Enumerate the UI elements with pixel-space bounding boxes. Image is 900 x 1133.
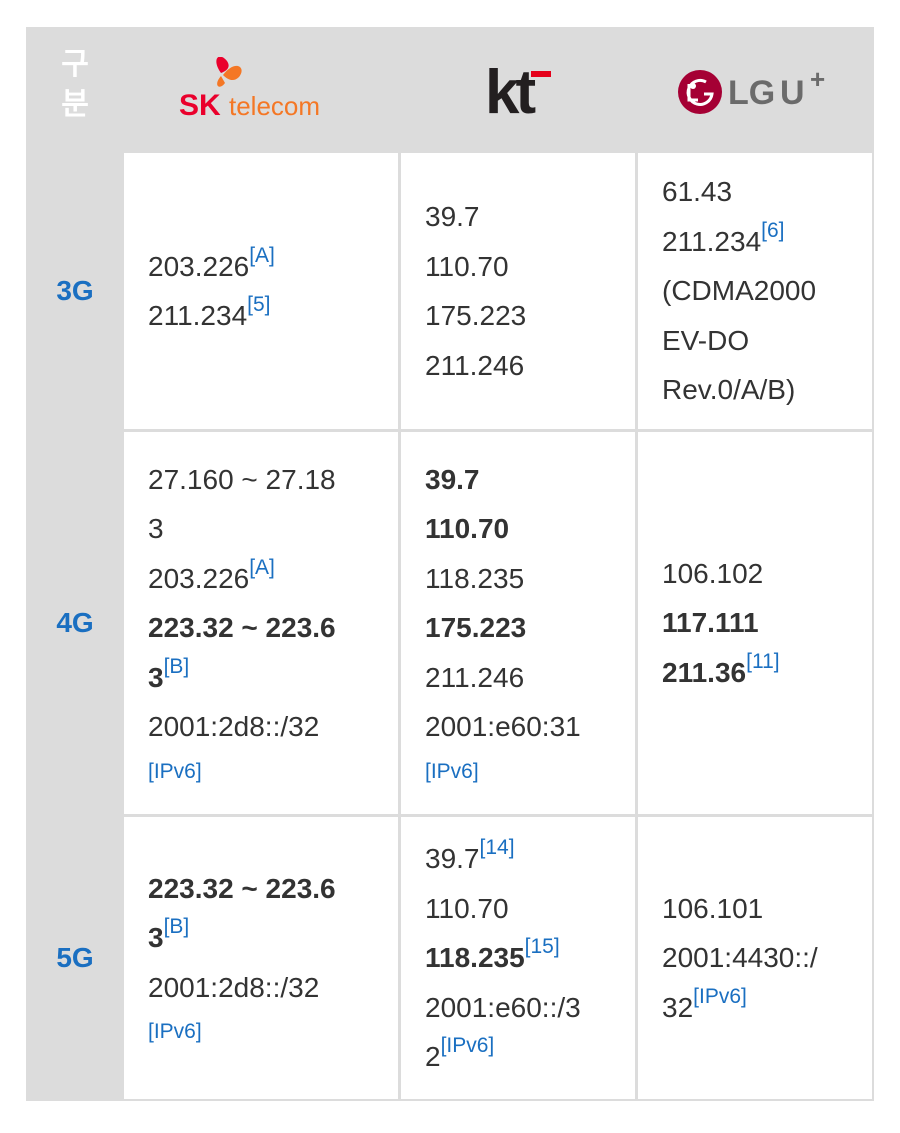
sk-butterfly-icon: SK telecom — [179, 57, 320, 122]
list-item: 106.102 — [662, 557, 764, 589]
header-gubun-char: 구 — [61, 48, 89, 81]
list-item: 106.101 — [662, 892, 764, 924]
list-item: 2001:2d8::/32 — [148, 711, 320, 742]
list-item: 32[IPv6] — [662, 984, 747, 1023]
footnote-link[interactable]: [IPv6] — [425, 759, 479, 783]
list-item: EV-DO — [662, 324, 750, 356]
list-item: 211.36[11] — [662, 649, 780, 688]
table-header: 구 분 SK telecom kt — [26, 27, 874, 153]
footnote-link[interactable]: [A] — [249, 243, 275, 267]
list-item: 39.7 — [425, 463, 480, 495]
footnote-link[interactable]: [IPv6] — [440, 1034, 495, 1058]
telecom-logo-text: telecom — [229, 91, 320, 121]
cell-4g-skt: 27.160 ~ 27.18 3 203.226[A] 223.32 ~ 223… — [124, 432, 398, 814]
list-item: 175.223 — [425, 300, 527, 331]
list-item: 2[IPv6] — [425, 1034, 495, 1073]
footnote-link[interactable]: [5] — [247, 293, 271, 316]
list-item: 211.234[5] — [148, 293, 271, 331]
cell-5g-lgu: 106.101 2001:4430::/ 32[IPv6] — [638, 817, 872, 1099]
list-item: 2001:e60::/3 — [425, 991, 581, 1023]
kt-logo: kt — [400, 27, 637, 153]
list-item: 3[B] — [148, 915, 190, 954]
list-item: 110.70 — [425, 892, 509, 924]
cell-4g-kt: 39.7 110.70 118.235 175.223 211.246 2001… — [401, 432, 635, 814]
footnote-link[interactable]: [A] — [249, 555, 275, 579]
kt-logo-text: kt — [485, 58, 535, 123]
row-label-3g: 3G — [56, 275, 94, 306]
list-item: 118.235[15] — [425, 935, 560, 974]
footnote-link[interactable]: [6] — [761, 218, 785, 242]
footnote-link[interactable]: [14] — [479, 836, 515, 860]
list-item: 2001:2d8::/32 — [148, 971, 320, 1003]
footnote-link[interactable]: [B] — [163, 654, 190, 678]
footnote-link[interactable]: [IPv6] — [148, 759, 202, 783]
u-logo-text: U — [780, 74, 805, 112]
list-item: 39.7[14] — [425, 836, 515, 875]
header-gubun-char: 분 — [61, 88, 89, 121]
list-item: 61.43 — [662, 176, 733, 208]
list-item: 27.160 ~ 27.18 — [148, 463, 336, 495]
cell-3g-skt: 203.226[A] 211.234[5] — [124, 153, 398, 429]
list-item: 211.246 — [425, 349, 525, 381]
row-label-5g: 5G — [56, 942, 94, 973]
lg-face-icon: LG U + — [677, 64, 825, 114]
plus-logo-text: + — [810, 64, 825, 94]
list-item: 3[B] — [148, 654, 190, 693]
footnote-link[interactable]: [11] — [746, 649, 780, 673]
list-item: (CDMA2000 — [662, 275, 817, 307]
list-item: 2001:4430::/ — [662, 942, 818, 974]
list-item: 203.226[A] — [148, 555, 275, 594]
footnote-link[interactable]: [IPv6] — [148, 1020, 202, 1044]
list-item: 223.32 ~ 223.6 — [148, 612, 336, 643]
list-item: 2001:e60:31 — [425, 711, 581, 742]
cell-3g-kt: 39.7 110.70 175.223 211.246 — [401, 153, 635, 429]
cell-3g-lgu: 61.43 211.234[6] (CDMA2000 EV-DO Rev.0/A… — [638, 153, 872, 429]
list-item: 117.111 — [662, 607, 759, 639]
list-item: 211.246 — [425, 661, 525, 693]
list-item: 39.7 — [425, 201, 480, 232]
cell-5g-skt: 223.32 ~ 223.6 3[B] 2001:2d8::/32 [IPv6] — [124, 817, 398, 1099]
cell-4g-lgu: 106.102 117.111 211.36[11] — [638, 432, 872, 814]
list-item: 223.32 ~ 223.6 — [148, 872, 336, 904]
cell-5g-kt: 39.7[14] 110.70 118.235[15] 2001:e60::/3… — [401, 817, 635, 1099]
footnote-link[interactable]: [B] — [163, 915, 190, 939]
ip-range-table: 구 분 SK telecom kt — [26, 27, 874, 1101]
lg-uplus-logo: LG U + — [637, 27, 874, 153]
list-item: 110.70 — [425, 250, 509, 282]
list-item: 203.226[A] — [148, 243, 275, 282]
list-item: 3 — [148, 513, 164, 544]
header-gubun: 구 분 — [26, 45, 124, 125]
list-item: Rev.0/A/B) — [662, 374, 796, 406]
footnote-link[interactable]: [IPv6] — [693, 984, 747, 1008]
footnote-link[interactable]: [15] — [524, 935, 560, 959]
row-label-4g: 4G — [56, 607, 94, 638]
kt-logo-icon: kt — [485, 58, 551, 123]
sk-telecom-logo: SK telecom — [124, 27, 400, 153]
sk-logo-text: SK — [179, 89, 221, 122]
list-item: 211.234[6] — [662, 218, 785, 257]
lg-logo-text: LG — [728, 74, 775, 112]
list-item: 110.70 — [425, 513, 510, 544]
list-item: 118.235 — [425, 562, 525, 594]
list-item: 175.223 — [425, 612, 527, 643]
